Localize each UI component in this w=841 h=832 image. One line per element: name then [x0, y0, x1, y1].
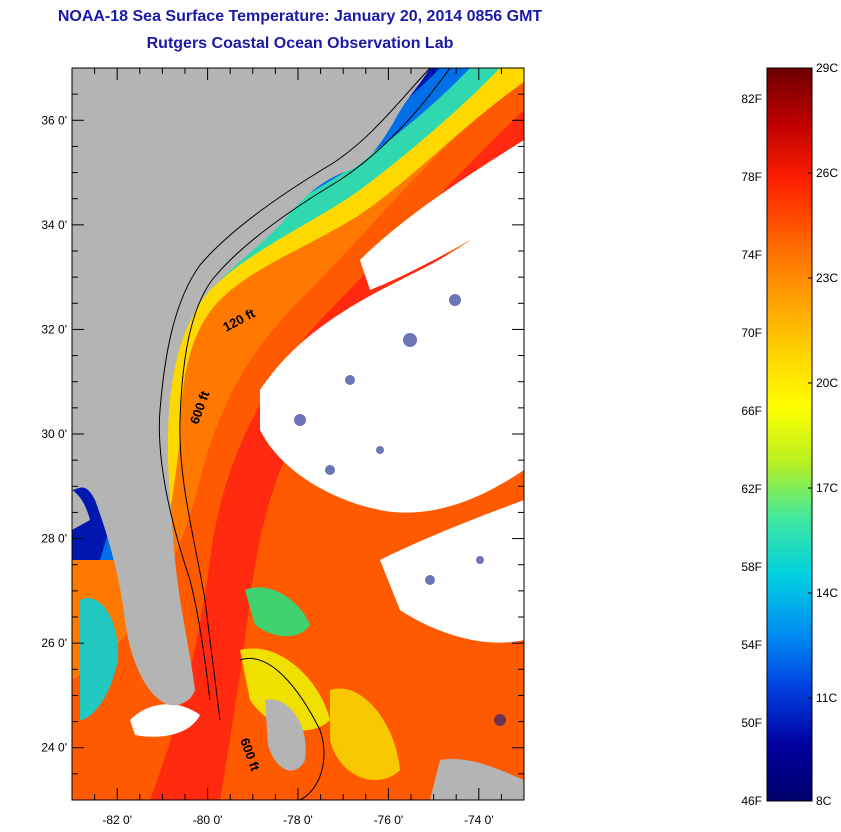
- longitude-axis: -82 0' -80 0' -78 0' -76 0' -74 0': [71, 68, 525, 827]
- chart-subtitle: Rutgers Coastal Ocean Observation Lab: [146, 35, 454, 52]
- colorbar-fahrenheit-labels: 82F 78F 74F 70F 66F 62F 58F 54F 50F 46F: [741, 92, 762, 808]
- colorbar-c-label: 29C: [816, 61, 838, 75]
- cloud-edges: [294, 294, 506, 726]
- lon-tick-label: -74 0': [464, 813, 494, 827]
- andros-island: [265, 699, 306, 771]
- colorbar-c-label: 8C: [816, 794, 832, 808]
- lat-tick-label: 32 0': [41, 322, 67, 336]
- lon-tick-label: -76 0': [374, 813, 404, 827]
- gulf-stream-core: [150, 110, 524, 800]
- colorbar-f-label: 82F: [741, 92, 762, 106]
- lon-tick-label: -82 0': [102, 813, 132, 827]
- colorbar-c-label: 17C: [816, 481, 838, 495]
- colorbar-gradient: [766, 67, 813, 802]
- colorbar-c-label: 11C: [816, 691, 837, 705]
- map-panel: [72, 68, 524, 800]
- bahamas-bank-south: [330, 688, 400, 780]
- colorbar-f-label: 46F: [741, 794, 762, 808]
- colorbar-f-label: 74F: [741, 248, 762, 262]
- colorbar-c-label: 26C: [816, 166, 838, 180]
- colorbar-c-label: 23C: [816, 271, 838, 285]
- bahamas-bank-central: [240, 648, 330, 731]
- colorbar-c-label: 20C: [816, 376, 838, 390]
- lat-tick-label: 28 0': [41, 532, 67, 546]
- latitude-axis: 36 0' 34 0' 32 0' 30 0' 28 0' 26 0' 24 0': [41, 67, 524, 801]
- contour-600ft-south: [239, 658, 325, 800]
- colorbar-celsius-labels: 29C 26C 23C 20C 17C 14C 11C 8C: [808, 61, 838, 808]
- colorbar-f-label: 54F: [741, 638, 762, 652]
- gulf-of-mexico-water: [80, 598, 119, 720]
- colorbar-f-label: 78F: [741, 170, 762, 184]
- colorbar-f-label: 62F: [741, 482, 762, 496]
- lat-tick-label: 30 0': [41, 427, 67, 441]
- colorbar-f-label: 66F: [741, 404, 762, 418]
- land-mass-us-florida: [72, 68, 430, 706]
- lat-tick-label: 36 0': [41, 113, 67, 127]
- lat-tick-label: 34 0': [41, 218, 67, 232]
- colorbar-c-label: 14C: [816, 586, 838, 600]
- colorbar-f-label: 50F: [741, 716, 762, 730]
- cuba-coast: [430, 759, 524, 800]
- colorbar-f-label: 58F: [741, 560, 762, 574]
- bahamas-bank-north: [245, 587, 310, 637]
- gulf-coast-land: [72, 490, 90, 530]
- lat-tick-label: 26 0': [41, 636, 67, 650]
- colorbar-f-label: 70F: [741, 326, 762, 340]
- contour-600ft: [179, 68, 451, 721]
- cloud-cover: [130, 140, 524, 737]
- lat-tick-label: 24 0': [41, 741, 67, 755]
- chart-title: NOAA-18 Sea Surface Temperature: January…: [57, 8, 543, 25]
- lon-tick-label: -78 0': [283, 813, 313, 827]
- contour-120ft: [158, 68, 431, 701]
- temperature-colorbar: 82F 78F 74F 70F 66F 62F 58F 54F 50F 46F 29C 26C 23C…: [741, 61, 838, 808]
- lon-tick-label: -80 0': [193, 813, 223, 827]
